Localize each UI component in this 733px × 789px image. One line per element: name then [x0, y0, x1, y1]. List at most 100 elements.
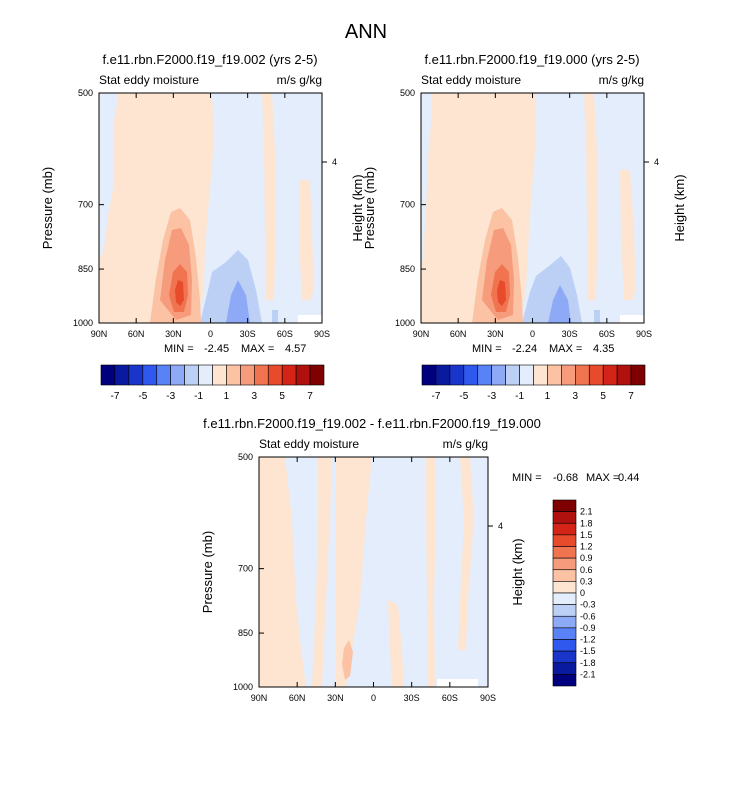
lat-tick-label: 30N	[487, 329, 504, 339]
colorbar-swatch	[552, 569, 577, 582]
colorbar-label: 0	[580, 588, 585, 598]
panel-2-variable-label: Stat eddy moisture	[421, 73, 521, 87]
lat-tick-label: 60N	[450, 329, 467, 339]
colorbar-swatch	[435, 364, 451, 386]
pressure-axis-title: Pressure (mb)	[200, 531, 215, 613]
panel-2-max-value: 4.35	[593, 343, 614, 355]
lat-tick-label: 90N	[251, 693, 268, 703]
panel-1: f.e11.rbn.F2000.f19_f19.002 (yrs 2-5) St…	[40, 52, 365, 402]
colorbar-swatch	[616, 364, 632, 386]
figure-title: ANN	[345, 21, 387, 43]
height-tick-label: 4	[332, 157, 337, 167]
colorbar-label: 3	[252, 391, 258, 402]
panel-1-variable-label: Stat eddy moisture	[99, 73, 199, 87]
panel-3-max-value: 0.44	[618, 472, 639, 484]
colorbar-label: -5	[138, 391, 147, 402]
lat-tick-label: 90S	[636, 329, 652, 339]
panel-2-min-label: MIN =	[472, 343, 502, 355]
colorbar-swatch	[552, 615, 577, 629]
panel-1-title: f.e11.rbn.F2000.f19_f19.002 (yrs 2-5)	[102, 52, 317, 67]
colorbar-swatch	[114, 364, 130, 386]
colorbar-swatch	[267, 364, 283, 386]
panel-2-min-value: -2.24	[512, 343, 537, 355]
panel-1-min-label: MIN =	[164, 343, 194, 355]
colorbar-label: -7	[110, 391, 119, 402]
pressure-tick-label: 1000	[395, 318, 415, 328]
colorbar-swatch	[602, 364, 618, 386]
panel-3-variable-label: Stat eddy moisture	[259, 437, 359, 451]
lat-tick-label: 90N	[91, 329, 108, 339]
colorbar-swatch	[184, 364, 199, 386]
colorbar-swatch	[449, 364, 465, 386]
panel-1-min-value: -2.45	[204, 343, 229, 355]
colorbar-swatch	[552, 511, 577, 524]
lat-tick-label: 90S	[480, 693, 496, 703]
panel-2: f.e11.rbn.F2000.f19_f19.000 (yrs 2-5) St…	[362, 52, 687, 402]
colorbar-swatch	[552, 546, 577, 559]
colorbar-swatch	[198, 364, 213, 386]
pressure-tick-label: 700	[238, 564, 253, 574]
lat-tick-label: 30S	[404, 693, 420, 703]
colorbar-label: 0.3	[580, 576, 593, 586]
colorbar-label: -2.1	[580, 669, 596, 679]
panel-3-title: f.e11.rbn.F2000.f19_f19.002 - f.e11.rbn.…	[203, 416, 541, 431]
pressure-axis-title: Pressure (mb)	[40, 167, 55, 249]
colorbar-swatch	[295, 364, 311, 386]
colorbar-swatch	[309, 364, 325, 386]
colorbar-label: 0.6	[580, 565, 593, 575]
colorbar-3: 2.11.81.51.20.90.60.30-0.3-0.6-0.9-1.2-1…	[552, 499, 596, 687]
colorbar-label: -3	[487, 391, 496, 402]
panel-3-min-value: -0.68	[553, 472, 578, 484]
colorbar-label: 1.2	[580, 542, 593, 552]
colorbar-label: -1	[515, 391, 524, 402]
colorbar-label: 1.8	[580, 518, 593, 528]
colorbar-swatch	[281, 364, 297, 386]
panel-3-axes: 90N 60N 30N 0 30S 60S 90S 500 700 850 1000 4 Pressur…	[200, 452, 525, 703]
lat-tick-label: 30S	[240, 329, 256, 339]
panel-1-units-label: m/s g/kg	[277, 73, 322, 87]
pressure-tick-label: 500	[400, 88, 415, 98]
pressure-axis-title: Pressure (mb)	[362, 167, 377, 249]
colorbar-swatch	[552, 650, 577, 664]
panel-2-max-label: MAX =	[549, 343, 582, 355]
panel-3: f.e11.rbn.F2000.f19_f19.002 - f.e11.rbn.…	[200, 416, 639, 703]
panel-3-contour-field	[259, 457, 488, 687]
colorbar-label: 1	[545, 391, 551, 402]
colorbar-label: -0.3	[580, 600, 596, 610]
colorbar-label: -1.2	[580, 635, 596, 645]
lat-tick-label: 0	[208, 329, 213, 339]
lat-tick-label: 0	[371, 693, 376, 703]
colorbar-swatch	[505, 364, 520, 386]
height-tick-label: 4	[654, 157, 659, 167]
colorbar-label: 2.1	[580, 507, 593, 517]
pressure-tick-label: 1000	[233, 682, 253, 692]
colorbar-swatch	[547, 364, 562, 386]
pressure-tick-label: 850	[78, 264, 93, 274]
colorbar-label: 7	[628, 391, 634, 402]
colorbar-swatch	[142, 364, 158, 386]
colorbar-swatch	[552, 604, 577, 617]
lat-tick-label: 0	[530, 329, 535, 339]
colorbar-swatch	[552, 534, 577, 547]
panel-2-axes: 90N 60N 30N 0 30S 60S 90S 500 700 850 1000 4 Pressur…	[362, 88, 687, 339]
colorbar-label: 5	[279, 391, 285, 402]
colorbar-swatch	[575, 364, 590, 386]
lat-tick-label: 60S	[277, 329, 293, 339]
colorbar-swatch	[552, 639, 577, 652]
colorbar-label: 3	[573, 391, 579, 402]
colorbar-label: -0.9	[580, 623, 596, 633]
panel-3-min-label: MIN =	[512, 472, 542, 484]
colorbar-swatch	[226, 364, 241, 386]
lat-tick-label: 90S	[314, 329, 330, 339]
pressure-tick-label: 500	[238, 452, 253, 462]
colorbar-swatch	[552, 662, 577, 675]
colorbar-swatch	[552, 522, 577, 536]
colorbar-swatch	[552, 592, 577, 605]
colorbar-label: 0.9	[580, 553, 593, 563]
lat-tick-label: 30N	[165, 329, 182, 339]
pressure-tick-label: 850	[400, 264, 415, 274]
pressure-tick-label: 1000	[73, 318, 93, 328]
colorbar-2: -7 -5 -3 -1 1 3 5 7	[421, 364, 646, 402]
